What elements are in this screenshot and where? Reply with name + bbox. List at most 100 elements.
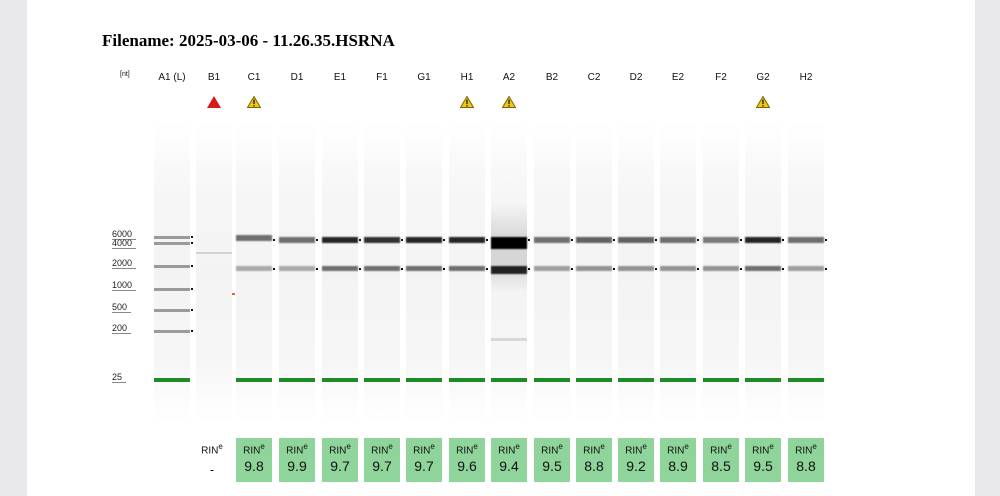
rrna-28s-band	[322, 237, 358, 243]
band-marker	[316, 239, 318, 241]
rin-label: RINe	[667, 442, 689, 457]
smear	[491, 202, 527, 292]
rin-sup: e	[260, 442, 265, 451]
lower-marker-band	[236, 378, 272, 382]
lower-marker-band	[534, 378, 570, 382]
error-icon[interactable]	[207, 95, 221, 113]
rrna-28s-band	[703, 237, 739, 243]
warning-icon[interactable]	[246, 95, 262, 113]
ladder-tick-6000: 6000	[112, 229, 137, 240]
rin-value: 8.9	[668, 458, 688, 475]
gel-lane[interactable]	[406, 122, 445, 422]
gel-lane[interactable]	[703, 122, 742, 422]
lane-label-e2: E2	[671, 72, 685, 83]
rin-label: RINe	[583, 442, 605, 457]
rrna-18s-band	[788, 266, 824, 271]
band-marker	[613, 239, 615, 241]
gel-lane[interactable]	[660, 122, 699, 422]
rin-label: RINe	[456, 442, 478, 457]
band-marker	[191, 309, 193, 311]
band-marker	[697, 239, 699, 241]
rrna-28s-band	[406, 237, 442, 243]
rrna-18s-band	[618, 266, 654, 271]
rin-box: RINe 9.2	[618, 438, 654, 482]
warning-icon[interactable]	[755, 95, 771, 113]
lower-marker-band	[154, 378, 190, 382]
lower-marker-band	[279, 378, 315, 382]
rin-value: 8.8	[796, 458, 816, 475]
rin-value: 9.6	[457, 458, 477, 475]
lane-label-h1: H1	[460, 72, 474, 83]
warning-icon[interactable]	[501, 95, 517, 113]
rin-value: 9.8	[244, 458, 264, 475]
band-marker	[191, 265, 193, 267]
gel-lane[interactable]	[279, 122, 318, 422]
gel-lane[interactable]	[236, 122, 275, 422]
rin-box: RINe 9.5	[534, 438, 570, 482]
ladder-band	[154, 330, 190, 333]
band-marker	[613, 268, 615, 270]
rin-value: 9.9	[287, 458, 307, 475]
lane-label-b1: B1	[207, 72, 221, 83]
lane-label-h2: H2	[799, 72, 813, 83]
ladder-band	[154, 309, 190, 312]
gel-lane[interactable]	[322, 122, 361, 422]
rin-label: RINe	[413, 442, 435, 457]
gel-lane[interactable]	[788, 122, 827, 422]
rin-value: 9.7	[414, 458, 434, 475]
band-marker	[528, 268, 530, 270]
rin-label: RIN	[201, 445, 219, 457]
lane-label-a1-l: A1 (L)	[158, 72, 186, 83]
gel-lane[interactable]	[491, 122, 530, 422]
lower-marker-band	[618, 378, 654, 382]
band-marker	[655, 268, 657, 270]
band-marker	[191, 236, 193, 238]
rin-value: 9.7	[372, 458, 392, 475]
band-marker	[191, 288, 193, 290]
rrna-28s-band	[618, 237, 654, 243]
rin-value: 9.5	[753, 458, 773, 475]
report-page: Filename: 2025-03-06 - 11.26.35.HSRNA [n…	[27, 0, 975, 496]
band-marker	[740, 239, 742, 241]
lower-marker-band	[745, 378, 781, 382]
gel-lane[interactable]	[745, 122, 784, 422]
rrna-18s-band	[364, 266, 400, 271]
rrna-28s-band	[449, 237, 485, 243]
gel-lane[interactable]	[534, 122, 573, 422]
rin-box: RINe 9.9	[279, 438, 315, 482]
rin-label: RINe	[752, 442, 774, 457]
rrna-28s-band	[745, 237, 781, 243]
warning-icon[interactable]	[459, 95, 475, 113]
ladder-band	[154, 288, 190, 291]
rin-sup: e	[430, 442, 435, 451]
rrna-18s-band	[449, 266, 485, 271]
band-marker	[191, 330, 193, 332]
gel-lane[interactable]	[576, 122, 615, 422]
ladder-band	[154, 265, 190, 268]
rin-sup: e	[769, 442, 774, 451]
lane-label-c1: C1	[247, 72, 261, 83]
rin-value: 8.8	[584, 458, 604, 475]
band-marker	[486, 268, 488, 270]
gel-lane[interactable]	[196, 122, 235, 422]
rin-value: 9.2	[626, 458, 646, 475]
rrna-28s-band	[364, 237, 400, 243]
rin-box: RINe 9.8	[236, 438, 272, 482]
band-marker	[401, 239, 403, 241]
rin-label: RINe	[710, 442, 732, 457]
rrna-18s-band	[660, 266, 696, 271]
band-marker	[655, 239, 657, 241]
band-marker	[571, 268, 573, 270]
ladder-tick-500: 500	[112, 302, 132, 313]
rin-sup: e	[558, 442, 563, 451]
ladder-tick-200: 200	[112, 323, 132, 334]
rin-sup: e	[515, 442, 520, 451]
gel-lane[interactable]	[364, 122, 403, 422]
rin-box: RINe 9.4	[491, 438, 527, 482]
gel-lane[interactable]	[618, 122, 657, 422]
gel-lane[interactable]	[449, 122, 488, 422]
rin-box: RINe 9.7	[322, 438, 358, 482]
band-marker	[443, 268, 445, 270]
rin-box: RINe 9.7	[406, 438, 442, 482]
gel-lane[interactable]	[154, 122, 193, 422]
